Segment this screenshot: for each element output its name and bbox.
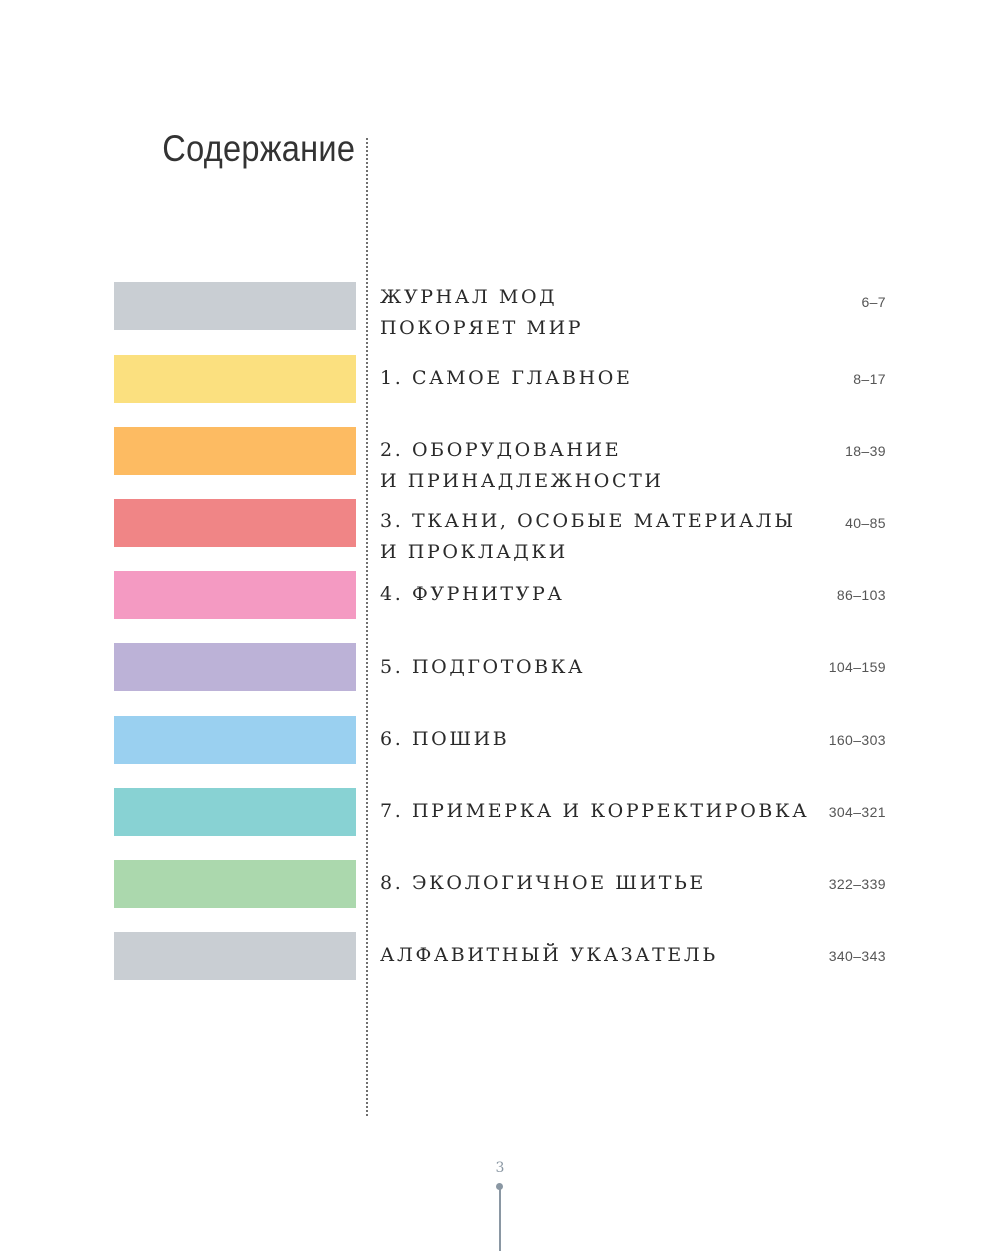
chapter-color-swatch <box>114 643 356 691</box>
toc-entry[interactable]: 3. Ткани, особые материалы и прокладки 4… <box>0 499 1000 563</box>
chapter-pages: 104–159 <box>828 659 886 675</box>
dotted-divider <box>366 138 368 1116</box>
page-number: 3 <box>495 1160 505 1176</box>
chapter-title[interactable]: 1. Самое главное <box>380 367 633 389</box>
toc-entry[interactable]: 1. Самое главное 8–17 <box>0 355 1000 419</box>
chapter-title[interactable]: 4. Фурнитура <box>380 583 565 605</box>
chapter-color-swatch <box>114 282 356 330</box>
chapter-title[interactable]: Журнал мод покоряет мир <box>380 286 584 339</box>
chapter-title[interactable]: 5. Подготовка <box>380 656 586 678</box>
chapter-title[interactable]: 7. Примерка и корректировка <box>380 800 810 822</box>
chapter-pages: 8–17 <box>853 371 886 387</box>
chapter-color-swatch <box>114 571 356 619</box>
page-title: Содержание <box>162 128 355 169</box>
toc-entry[interactable]: Журнал мод покоряет мир 6–7 <box>0 282 1000 346</box>
toc-entry[interactable]: 7. Примерка и корректировка 304–321 <box>0 788 1000 852</box>
chapter-pages: 304–321 <box>828 804 886 820</box>
toc-entry[interactable]: 2. Оборудование и принадлежности 18–39 <box>0 427 1000 492</box>
chapter-pages: 322–339 <box>828 876 886 892</box>
chapter-pages: 160–303 <box>828 732 886 748</box>
chapter-title[interactable]: 2. Оборудование и принадлежности <box>380 439 664 492</box>
chapter-color-swatch <box>114 355 356 403</box>
chapter-color-swatch <box>114 499 356 547</box>
chapter-title[interactable]: 8. Экологичное шитье <box>380 872 706 894</box>
chapter-pages: 18–39 <box>845 443 886 459</box>
chapter-title[interactable]: 6. Пошив <box>380 728 510 750</box>
chapter-pages: 40–85 <box>845 515 886 531</box>
chapter-pages: 340–343 <box>828 948 886 964</box>
toc-entry[interactable]: 8. Экологичное шитье 322–339 <box>0 860 1000 924</box>
toc-entry[interactable]: Алфавитный указатель 340–343 <box>0 932 1000 996</box>
chapter-title[interactable]: Алфавитный указатель <box>380 944 718 966</box>
chapter-pages: 6–7 <box>861 294 886 310</box>
toc-entry[interactable]: 6. Пошив 160–303 <box>0 716 1000 780</box>
chapter-color-swatch <box>114 716 356 764</box>
toc-entry[interactable]: 4. Фурнитура 86–103 <box>0 571 1000 635</box>
chapter-title[interactable]: 3. Ткани, особые материалы и прокладки <box>380 510 796 563</box>
chapter-color-swatch <box>114 932 356 980</box>
chapter-color-swatch <box>114 860 356 908</box>
chapter-color-swatch <box>114 427 356 475</box>
toc-entry[interactable]: 5. Подготовка 104–159 <box>0 643 1000 707</box>
chapter-pages: 86–103 <box>836 587 886 603</box>
page-marker-line <box>499 1188 501 1251</box>
page-marker-dot <box>496 1183 503 1190</box>
chapter-color-swatch <box>114 788 356 836</box>
